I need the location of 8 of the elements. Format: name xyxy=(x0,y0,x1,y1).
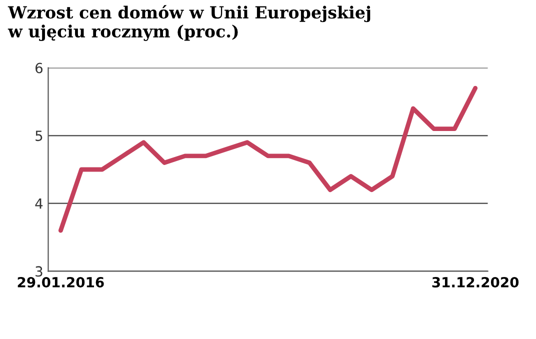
y-tick-label: 6 xyxy=(36,62,43,74)
chart-title: Wzrost cen domów w Unii Europejskiej w ujęciu rocznym (proc.) xyxy=(8,5,370,42)
y-tick-label: 5 xyxy=(36,130,42,142)
y-tick-label: 3 xyxy=(36,266,42,277)
y-tick-label: 4 xyxy=(35,198,43,209)
x-tick-label: 31.12.2020 xyxy=(432,277,519,288)
line-series xyxy=(58,86,478,233)
x-tick-label: 29.01.2016 xyxy=(18,277,104,288)
